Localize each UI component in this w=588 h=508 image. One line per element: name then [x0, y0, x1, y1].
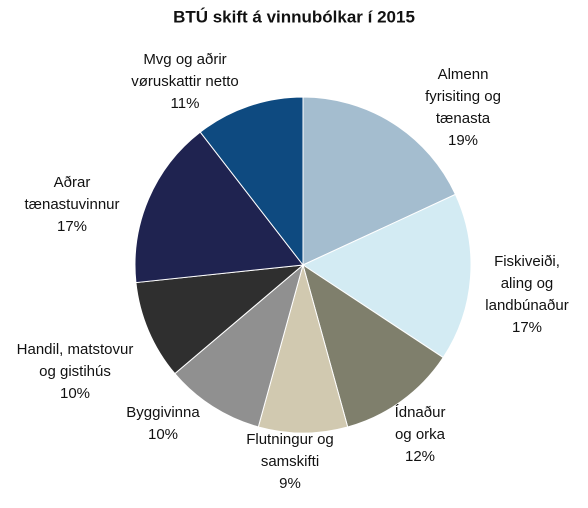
slice-label: og gistihús: [39, 363, 111, 380]
pie-slice: [199, 96, 304, 267]
pie-slice: [302, 96, 457, 266]
slice-label: Flutningur og: [246, 431, 334, 448]
slice-label: Ídnaður: [395, 404, 446, 421]
value-label: 17%: [512, 319, 542, 336]
pie-slice: [174, 263, 304, 428]
slice-label: Mvg og aðrir: [143, 51, 226, 68]
slice-label: Fiskiveiði,: [494, 253, 560, 270]
chart-title: BTÚ skift á vinnubólkar í 2015: [173, 7, 415, 26]
slice-label: fyrisiting og: [425, 88, 501, 105]
pie-slice: [135, 264, 305, 375]
slice-label: Aðrar: [54, 174, 91, 191]
value-label: 12%: [405, 448, 435, 465]
value-label: 19%: [448, 132, 478, 149]
pie-slice: [134, 131, 304, 284]
value-label: 10%: [60, 385, 90, 402]
value-label: 17%: [57, 218, 87, 235]
slice-label: og orka: [395, 426, 446, 443]
value-label: 9%: [279, 475, 301, 492]
pie-slice: [302, 263, 444, 428]
slice-label: tænastuvinnur: [24, 196, 119, 213]
slice-label: Almenn: [438, 66, 489, 83]
slice-label: aling og: [501, 275, 554, 292]
slice-label: vøruskattir netto: [131, 73, 239, 90]
slice-label: Byggivinna: [126, 404, 200, 421]
value-label: 11%: [171, 95, 200, 112]
slice-label: landbúnaður: [485, 297, 568, 314]
slice-label: Handil, matstovur: [17, 341, 134, 358]
slice-label: tænasta: [436, 110, 491, 127]
pie-slice: [257, 263, 349, 434]
pie-slice: [301, 193, 472, 359]
value-label: 10%: [148, 426, 178, 443]
slice-label: samskifti: [261, 453, 319, 470]
